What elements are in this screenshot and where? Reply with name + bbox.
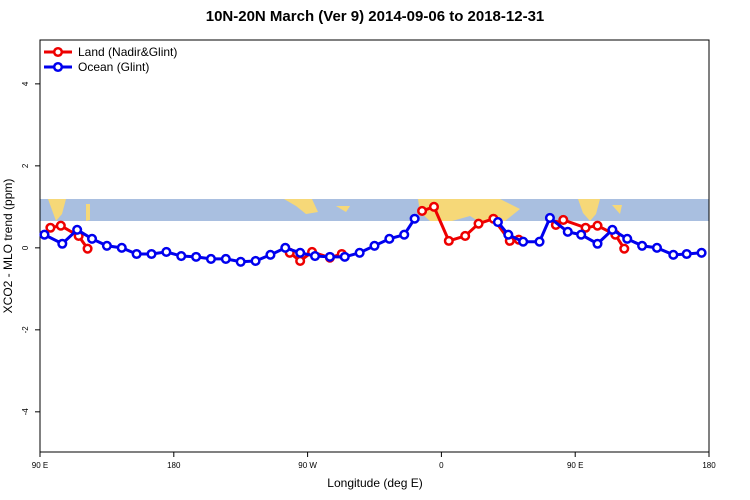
data-point — [534, 236, 545, 247]
map-ocean — [40, 199, 709, 221]
data-point — [562, 226, 573, 237]
data-point — [592, 220, 603, 231]
data-point — [250, 255, 261, 267]
data-point — [681, 248, 692, 260]
y-tick-label: -2 — [21, 326, 30, 334]
x-tick-label: 90 E — [567, 461, 583, 470]
data-point — [191, 251, 202, 262]
y-tick-label: 0 — [21, 245, 30, 250]
data-point — [161, 246, 172, 257]
data-point — [409, 213, 420, 224]
data-point — [619, 243, 630, 254]
data-point — [696, 247, 707, 258]
legend-marker — [52, 46, 64, 58]
data-point — [651, 242, 663, 253]
x-tick-label: 90 E — [32, 461, 48, 470]
data-point — [324, 251, 335, 262]
data-point — [86, 233, 98, 244]
map-strip — [40, 199, 709, 221]
data-point — [176, 250, 187, 262]
data-point — [637, 240, 648, 251]
data-point — [45, 222, 56, 233]
data-point — [473, 218, 484, 229]
data-point — [384, 233, 395, 244]
data-point — [101, 240, 112, 251]
data-point — [72, 224, 83, 235]
data-point — [295, 247, 306, 258]
data-point — [668, 249, 679, 260]
data-point — [354, 247, 365, 258]
legend-marker — [52, 61, 64, 73]
series-line — [43, 215, 702, 264]
map-land — [578, 199, 600, 221]
data-point — [265, 249, 276, 260]
x-tick-label: 180 — [702, 461, 716, 470]
legend-label: Ocean (Glint) — [78, 60, 149, 74]
legend-label: Land (Nadir&Glint) — [78, 45, 177, 59]
data-point — [55, 220, 66, 231]
map-land — [284, 199, 318, 214]
data-point — [280, 242, 291, 253]
data-point — [369, 240, 380, 251]
data-point — [592, 238, 603, 249]
data-point — [205, 253, 217, 264]
data-point — [131, 248, 142, 260]
data-point — [580, 222, 591, 233]
map-land — [612, 205, 622, 214]
data-point — [82, 243, 93, 254]
data-point — [544, 212, 555, 223]
data-point — [116, 242, 127, 253]
map-land — [86, 204, 90, 221]
data-point — [146, 248, 157, 260]
data-point — [57, 238, 68, 249]
data-point — [558, 214, 569, 226]
chart-title: 10N-20N March (Ver 9) 2014-09-06 to 2018… — [206, 8, 545, 25]
x-tick-label: 180 — [167, 461, 181, 470]
map-land — [48, 199, 66, 221]
data-point — [576, 229, 587, 240]
data-point — [339, 251, 350, 262]
y-axis-label: XCO2 - MLO trend (ppm) — [1, 179, 15, 314]
x-tick-label: 90 W — [298, 461, 317, 470]
data-point — [235, 256, 246, 267]
data-point — [503, 229, 514, 240]
data-point — [443, 235, 454, 246]
x-tick-label: 0 — [439, 461, 444, 470]
x-axis-label: Longitude (deg E) — [327, 476, 422, 490]
data-point — [309, 250, 321, 262]
data-point — [399, 229, 410, 240]
y-tick-label: -4 — [21, 408, 30, 416]
plot-frame — [39, 39, 710, 453]
map-land — [336, 206, 350, 212]
data-point — [518, 236, 529, 247]
data-point — [39, 229, 50, 240]
data-point — [492, 216, 503, 228]
data-point — [295, 255, 306, 267]
data-point — [622, 233, 633, 244]
data-point — [417, 205, 428, 216]
y-tick-label: 2 — [21, 163, 30, 168]
data-point — [220, 253, 231, 264]
data-point — [607, 224, 618, 235]
data-point — [460, 230, 471, 242]
y-tick-label: 4 — [21, 81, 30, 86]
data-point — [428, 201, 440, 212]
